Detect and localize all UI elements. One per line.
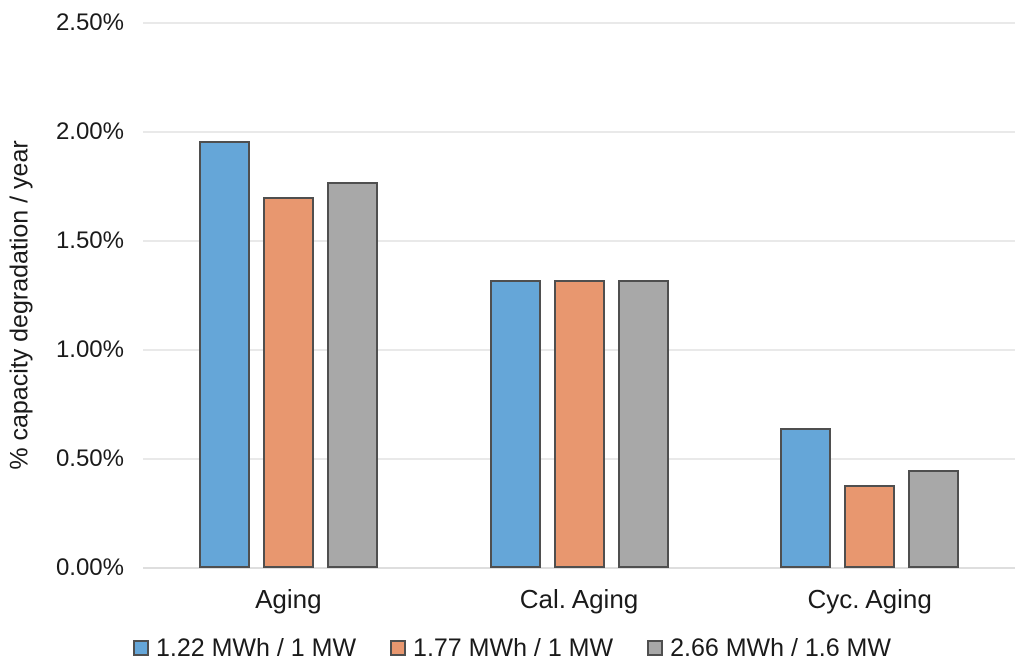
legend-swatch-icon [390, 640, 407, 656]
x-axis-baseline [143, 567, 1015, 569]
x-category-label: Aging [255, 584, 322, 614]
bar-series0-cat0 [198, 141, 250, 568]
bar-series2-cat2 [908, 470, 960, 568]
plot-area [143, 22, 1015, 569]
y-tick-label: 0.50% [55, 445, 124, 472]
bar-series2-cat0 [326, 182, 378, 568]
x-category-label: Cyc. Aging [807, 584, 932, 614]
y-tick-label: 0.00% [55, 554, 124, 581]
bar-series1-cat2 [844, 485, 896, 568]
y-tick-label: 2.50% [55, 9, 124, 36]
y-tick-label: 1.00% [55, 336, 124, 363]
legend-swatch-icon [133, 640, 149, 656]
legend-label: 1.22 MWh / 1 MW [156, 633, 357, 662]
bar-series0-cat1 [489, 280, 541, 568]
legend-item: 1.77 MWh / 1 MW [390, 634, 613, 663]
bar-series1-cat0 [262, 197, 314, 568]
gridline [143, 22, 1015, 24]
gridline [143, 240, 1015, 242]
x-category-label: Cal. Aging [519, 584, 639, 614]
legend-label: 1.77 MWh / 1 MW [413, 633, 614, 662]
legend-item: 1.22 MWh / 1 MW [133, 634, 356, 663]
bar-series0-cat2 [780, 428, 832, 568]
y-axis-title: % capacity degradation / year [5, 140, 34, 470]
legend-label: 2.66 MWh / 1.6 MW [670, 633, 891, 662]
y-tick-label: 2.00% [55, 118, 124, 145]
legend: 1.22 MWh / 1 MW 1.77 MWh / 1 MW 2.66 MWh /… [0, 630, 1024, 666]
bar-series1-cat1 [553, 280, 605, 568]
gridline [143, 131, 1015, 133]
legend-swatch-icon [647, 640, 664, 656]
bar-series2-cat1 [617, 280, 669, 568]
y-tick-label: 1.50% [55, 227, 124, 254]
legend-item: 2.66 MWh / 1.6 MW [647, 634, 891, 663]
